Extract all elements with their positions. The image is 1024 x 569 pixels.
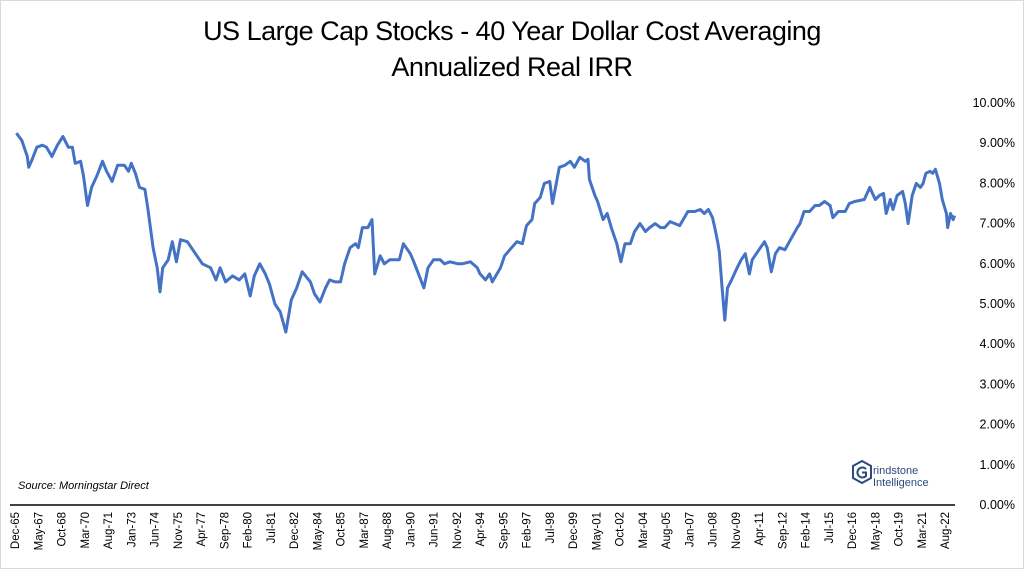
x-tick-label: Feb-97 bbox=[522, 512, 534, 548]
x-tick-label: Dec-82 bbox=[289, 512, 301, 549]
y-tick-label: 6.00% bbox=[980, 257, 1015, 271]
x-tick-label: May-84 bbox=[312, 511, 324, 550]
y-axis-ticks: 0.00% 1.00% 2.00% 3.00% 4.00% 5.00% 6.00% 7.00%… bbox=[973, 96, 1015, 512]
y-tick-label: 0.00% bbox=[980, 498, 1015, 512]
source-note: Source: Morningstar Direct bbox=[18, 480, 149, 492]
logo-text-line2: Intelligence bbox=[873, 477, 929, 489]
x-tick-label: Mar-70 bbox=[80, 512, 92, 548]
x-tick-label: Mar-04 bbox=[638, 511, 650, 548]
x-tick-label: Apr-94 bbox=[475, 511, 487, 546]
x-tick-label: Oct-68 bbox=[57, 512, 69, 547]
y-tick-label: 2.00% bbox=[980, 418, 1015, 432]
x-tick-label: Jun-08 bbox=[708, 512, 720, 547]
x-tick-label: May-67 bbox=[33, 512, 45, 550]
y-tick-label: 8.00% bbox=[980, 176, 1015, 190]
x-tick-label: Aug-05 bbox=[661, 512, 673, 549]
y-tick-label: 10.00% bbox=[973, 96, 1015, 110]
x-tick-label: May-01 bbox=[591, 512, 603, 550]
grindstone-logo: rindstone Intelligence bbox=[852, 459, 929, 489]
x-tick-label: Jul-98 bbox=[545, 512, 557, 543]
x-tick-label: Aug-88 bbox=[382, 512, 394, 549]
x-tick-label: Dec-16 bbox=[847, 512, 859, 549]
x-tick-label: Feb-80 bbox=[243, 512, 255, 548]
x-tick-label: Jan-73 bbox=[126, 512, 138, 547]
x-tick-label: Nov-75 bbox=[173, 512, 185, 549]
y-tick-label: 1.00% bbox=[980, 458, 1015, 472]
x-tick-label: Mar-21 bbox=[917, 512, 929, 548]
x-tick-label: Sep-78 bbox=[219, 512, 231, 549]
x-tick-label: Aug-22 bbox=[940, 512, 952, 549]
x-tick-label: Dec-65 bbox=[10, 512, 22, 549]
x-tick-label: Jun-91 bbox=[429, 512, 441, 547]
x-tick-label: Jul-15 bbox=[824, 512, 836, 543]
x-tick-label: Nov-92 bbox=[452, 512, 464, 549]
chart-subtitle: Annualized Real IRR bbox=[391, 52, 633, 82]
x-tick-label: Oct-85 bbox=[336, 512, 348, 547]
x-tick-label: Jan-90 bbox=[405, 512, 417, 547]
x-tick-label: Oct-02 bbox=[615, 512, 627, 547]
x-tick-label: Sep-12 bbox=[777, 512, 789, 549]
y-tick-label: 4.00% bbox=[980, 337, 1015, 351]
y-tick-label: 7.00% bbox=[980, 217, 1015, 231]
x-tick-label: Sep-95 bbox=[498, 512, 510, 549]
x-tick-label: Feb-14 bbox=[801, 511, 813, 548]
series-line-irr bbox=[15, 132, 957, 334]
x-tick-label: Jan-07 bbox=[684, 512, 696, 547]
x-tick-label: Jun-74 bbox=[150, 511, 162, 547]
x-axis-ticks: Dec-65 May-67 Oct-68 Mar-70 Aug-71 Jan-73 Jun-… bbox=[10, 511, 952, 550]
x-tick-label: May-18 bbox=[870, 512, 882, 550]
x-tick-label: Oct-19 bbox=[894, 512, 906, 547]
x-tick-label: Aug-71 bbox=[103, 512, 115, 549]
x-tick-label: Mar-87 bbox=[359, 512, 371, 548]
x-tick-label: Apr-11 bbox=[754, 512, 766, 546]
hexagon-logo-icon bbox=[852, 459, 872, 485]
chart-title: US Large Cap Stocks - 40 Year Dollar Cos… bbox=[203, 16, 821, 46]
y-tick-label: 5.00% bbox=[980, 297, 1015, 311]
x-tick-label: Dec-99 bbox=[568, 512, 580, 549]
x-tick-label: Jul-81 bbox=[266, 512, 278, 543]
x-tick-label: Nov-09 bbox=[731, 512, 743, 549]
logo-text-line1: rindstone bbox=[873, 465, 918, 477]
y-tick-label: 9.00% bbox=[980, 136, 1015, 150]
x-tick-label: Apr-77 bbox=[196, 512, 208, 547]
y-tick-label: 3.00% bbox=[980, 377, 1015, 391]
